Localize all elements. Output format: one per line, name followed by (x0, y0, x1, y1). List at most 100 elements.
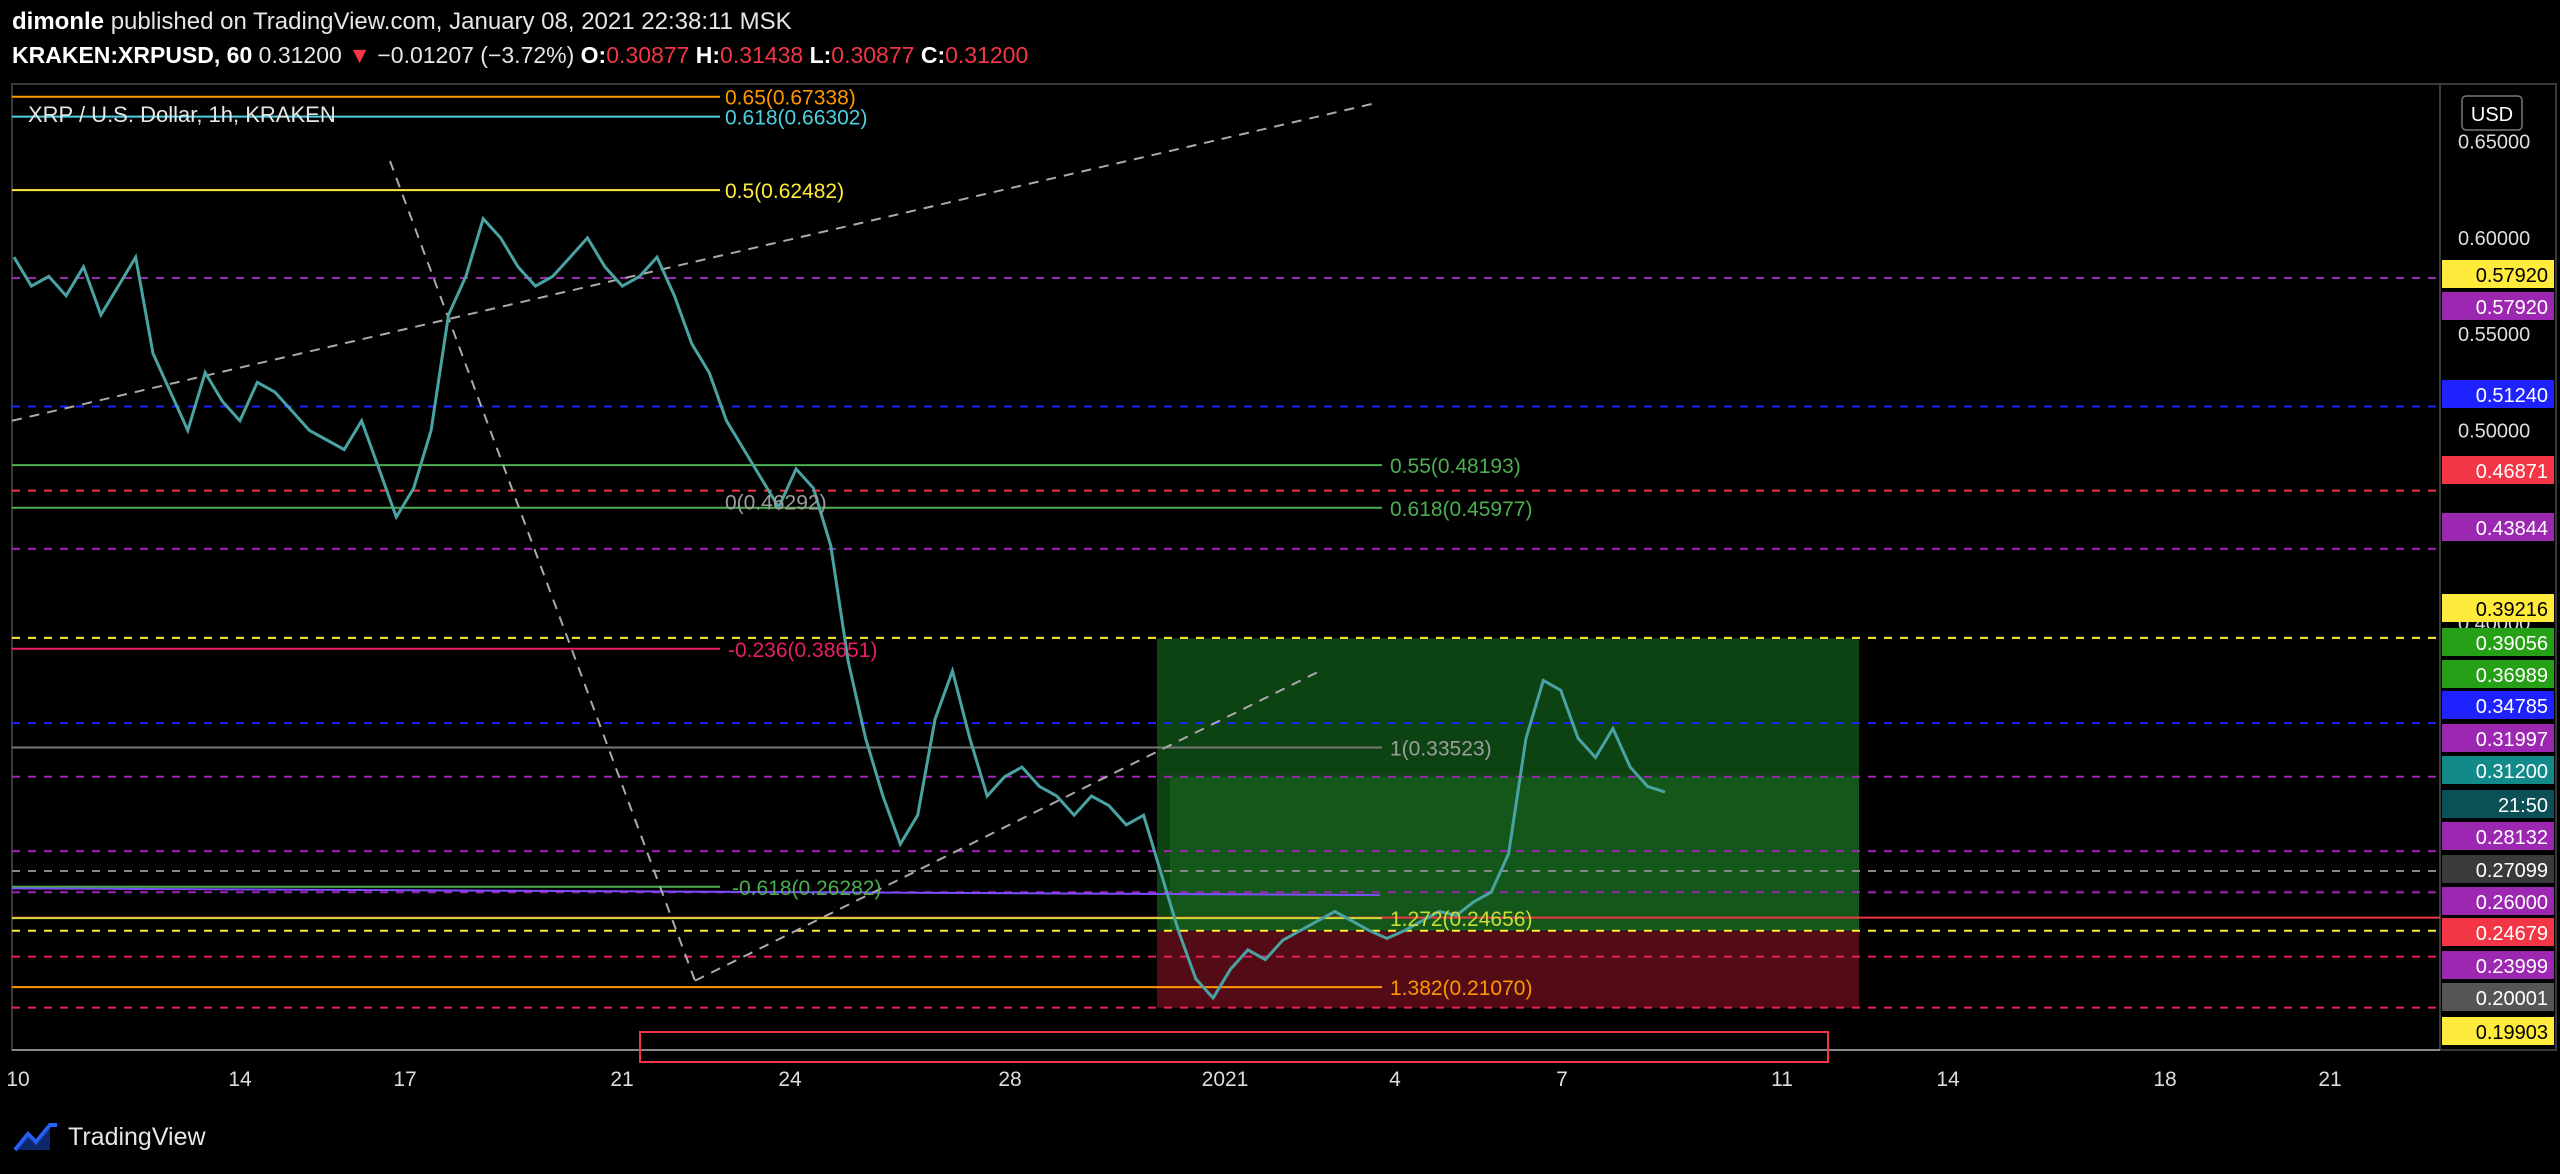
footer: TradingView (0, 1102, 2560, 1174)
price-change: −0.01207 (−3.72%) (377, 42, 575, 68)
price-tag-bg (2442, 380, 2554, 408)
x-axis-tick-label: 21 (2318, 1068, 2341, 1091)
price-tag-label: 0.43844 (2476, 518, 2548, 540)
annotation-box[interactable] (639, 1031, 1829, 1063)
x-axis-tick-label: 17 (393, 1068, 416, 1091)
low-label: L: (809, 42, 832, 68)
price-tag[interactable]: 0.28132 (2442, 822, 2554, 850)
price-tag[interactable]: 0.20001 (2442, 983, 2554, 1011)
high-label: H: (695, 42, 721, 68)
price-tag[interactable]: 0.39056 (2442, 628, 2554, 656)
price-tag-bg (2442, 918, 2554, 946)
upper-trend-line[interactable] (11, 102, 1376, 422)
currency-button[interactable]: USD (2461, 95, 2523, 131)
price-tag-bg (2442, 756, 2554, 784)
price-tag[interactable]: 0.19903 (2442, 1017, 2554, 1045)
y-axis-tick-label: 0.65000 (2458, 132, 2530, 154)
x-axis-tick-label: 4 (1389, 1068, 1401, 1091)
price-tag-label: 0.39216 (2476, 599, 2548, 621)
price-tag[interactable]: 0.46871 (2442, 456, 2554, 484)
price-tag-label: 0.19903 (2476, 1022, 2548, 1044)
price-tag-label: 0.34785 (2476, 696, 2548, 718)
price-tag[interactable]: 0.57920 (2442, 260, 2554, 288)
lower-trend-line[interactable] (694, 670, 1321, 982)
price-tag-bg (2442, 594, 2554, 622)
price-tag-bg (2442, 951, 2554, 979)
price-tag[interactable]: 0.43844 (2442, 513, 2554, 541)
x-axis-tick-label: 14 (228, 1068, 252, 1091)
fib-label: -0.236(0.38651) (728, 639, 877, 662)
fib-label: 0(0.46292) (725, 492, 827, 515)
price-tag[interactable]: 0.39216 (2442, 594, 2554, 622)
y-axis-tick-label: 0.50000 (2458, 420, 2530, 442)
x-axis-tick-label: 7 (1556, 1068, 1568, 1091)
price-tag-label: 0.31997 (2476, 729, 2548, 751)
price-tag-bg (2442, 628, 2554, 656)
y-axis-tick-label: 0.60000 (2458, 228, 2530, 250)
x-axis-tick-label: 2021 (1202, 1068, 1249, 1091)
x-axis-tick-label: 21 (610, 1068, 633, 1091)
symbol-name: KRAKEN:XRPUSD, 60 (12, 42, 253, 68)
price-tag[interactable]: 0.24679 (2442, 918, 2554, 946)
chart-header: dimonle published on TradingView.com, Ja… (0, 0, 2560, 82)
price-tag-label: 0.26000 (2476, 892, 2548, 914)
tradingview-logo-icon (13, 1123, 57, 1152)
price-tag[interactable]: 0.57920 (2442, 292, 2554, 320)
fib-label: 0.5(0.62482) (725, 180, 844, 203)
price-tag-label: 0.20001 (2476, 988, 2548, 1010)
price-tag-label: 21:50 (2498, 795, 2548, 817)
price-tag-bg (2442, 983, 2554, 1011)
tradingview-brand[interactable]: TradingView (12, 1120, 206, 1154)
trend-line[interactable] (11, 887, 1381, 897)
y-axis-tick-label: 0.55000 (2458, 324, 2530, 346)
high-value: 0.31438 (720, 42, 804, 68)
price-tag[interactable]: 0.31200 (2442, 756, 2554, 784)
fib-label: 0.55(0.48193) (1390, 455, 1521, 478)
x-axis-tick-label: 11 (1771, 1068, 1793, 1091)
price-tag-bg (2442, 691, 2554, 719)
fib-trend-line[interactable] (389, 160, 696, 982)
fib-label: 1.272(0.24656) (1390, 908, 1532, 931)
price-tag-label: 0.28132 (2476, 827, 2548, 849)
currency-label: USD (2471, 104, 2513, 126)
fib-label: 1(0.33523) (1390, 737, 1492, 760)
price-tag-label: 0.46871 (2476, 461, 2548, 483)
long-position-target-zone[interactable] (1170, 776, 1859, 931)
price-tag[interactable]: 0.34785 (2442, 691, 2554, 719)
price-tag[interactable]: 0.27099 (2442, 855, 2554, 883)
price-series-line[interactable] (12, 215, 1666, 1001)
price-tag-label: 0.36989 (2476, 665, 2548, 687)
price-tag-bg (2442, 724, 2554, 752)
close-label: C: (920, 42, 946, 68)
fib-label: 0.618(0.45977) (1390, 498, 1532, 521)
low-value: 0.30877 (831, 42, 915, 68)
price-tag-bg (2442, 855, 2554, 883)
price-tag[interactable]: 0.31997 (2442, 724, 2554, 752)
price-tag[interactable]: 0.51240 (2442, 380, 2554, 408)
price-tag-label: 0.27099 (2476, 860, 2548, 882)
price-tag-bg (2442, 1017, 2554, 1045)
fib-label: -0.618(0.26282) (732, 877, 881, 900)
price-tag[interactable]: 0.36989 (2442, 660, 2554, 688)
close-value: 0.31200 (945, 42, 1029, 68)
price-tag-bg (2442, 260, 2554, 288)
price-tag[interactable]: 0.26000 (2442, 887, 2554, 915)
publish-info: dimonle published on TradingView.com, Ja… (12, 8, 792, 36)
x-axis-tick-label: 24 (778, 1068, 802, 1091)
price-tag-label: 0.23999 (2476, 956, 2548, 978)
fib-label: 1.382(0.21070) (1390, 977, 1532, 1000)
fib-label: 0.618(0.66302) (725, 107, 867, 130)
price-tag[interactable]: 21:50 (2442, 790, 2554, 818)
x-axis-tick-label: 28 (998, 1068, 1021, 1091)
price-tag-bg (2442, 660, 2554, 688)
long-position-stop-zone[interactable] (1157, 930, 1859, 1008)
published-text: published on TradingView.com, January 08… (110, 8, 792, 35)
last-price: 0.31200 (258, 42, 342, 68)
price-tag[interactable]: 0.23999 (2442, 951, 2554, 979)
price-tag-bg (2442, 292, 2554, 320)
price-tag-bg (2442, 822, 2554, 850)
author-name[interactable]: dimonle (12, 8, 105, 35)
fib-label: 0.65(0.67338) (725, 87, 856, 110)
tradingview-label: TradingView (68, 1122, 206, 1151)
